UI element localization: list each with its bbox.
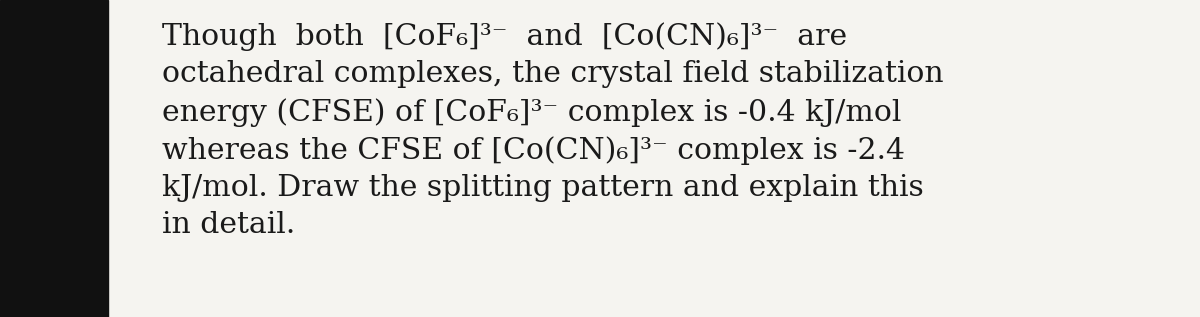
Bar <box>0 0 108 317</box>
Text: Though  both  [CoF₆]³⁻  and  [Co(CN)₆]³⁻  are
octahedral complexes, the crystal : Though both [CoF₆]³⁻ and [Co(CN)₆]³⁻ are… <box>162 22 943 239</box>
